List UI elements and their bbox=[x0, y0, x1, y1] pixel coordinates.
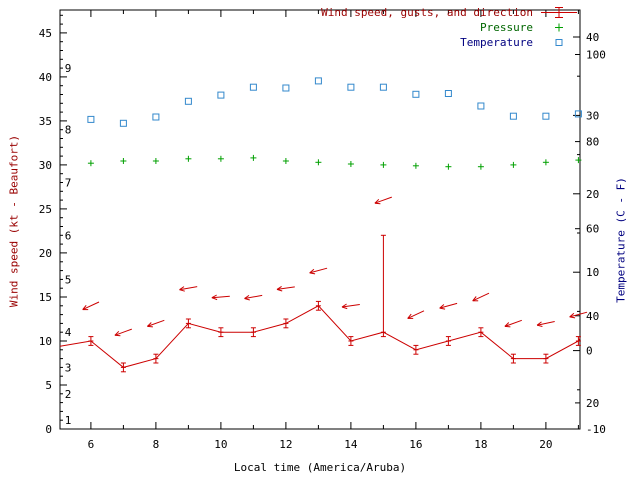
svg-text:2: 2 bbox=[65, 388, 72, 401]
legend-entry-pressure: Pressure bbox=[321, 20, 578, 35]
svg-text:45: 45 bbox=[39, 27, 52, 40]
svg-text:3: 3 bbox=[65, 361, 72, 374]
x-axis-title: Local time (America/Aruba) bbox=[233, 461, 407, 474]
svg-text:16: 16 bbox=[409, 438, 422, 451]
svg-text:35: 35 bbox=[39, 115, 52, 128]
svg-text:-10: -10 bbox=[586, 423, 606, 436]
svg-text:20: 20 bbox=[539, 438, 552, 451]
svg-text:80: 80 bbox=[586, 136, 599, 149]
svg-text:18: 18 bbox=[474, 438, 487, 451]
svg-text:9: 9 bbox=[65, 62, 72, 75]
legend-label-wind: Wind speed, gusts, and direction bbox=[321, 6, 533, 19]
legend: Wind speed, gusts, and direction Pressur… bbox=[321, 5, 578, 50]
svg-text:12: 12 bbox=[279, 438, 292, 451]
svg-text:4: 4 bbox=[65, 326, 72, 339]
svg-text:25: 25 bbox=[39, 203, 52, 216]
svg-text:6: 6 bbox=[65, 229, 72, 242]
svg-text:20: 20 bbox=[586, 188, 599, 201]
pressure-plus-icon bbox=[540, 21, 578, 34]
svg-text:10: 10 bbox=[39, 335, 52, 348]
svg-text:1: 1 bbox=[65, 414, 72, 427]
svg-text:15: 15 bbox=[39, 291, 52, 304]
svg-text:10: 10 bbox=[586, 266, 599, 279]
temperature-square-icon bbox=[540, 36, 578, 49]
svg-text:14: 14 bbox=[344, 438, 358, 451]
legend-label-temperature: Temperature bbox=[460, 36, 533, 49]
legend-entry-temperature: Temperature bbox=[321, 35, 578, 50]
svg-text:0: 0 bbox=[45, 423, 52, 436]
svg-text:8: 8 bbox=[153, 438, 160, 451]
svg-text:40: 40 bbox=[586, 310, 599, 323]
svg-text:30: 30 bbox=[586, 109, 599, 122]
svg-text:40: 40 bbox=[586, 31, 599, 44]
left-axis-title: Wind speed (kt - Beaufort) bbox=[7, 134, 21, 308]
svg-text:5: 5 bbox=[65, 273, 72, 286]
svg-text:8: 8 bbox=[65, 124, 72, 137]
legend-entry-wind: Wind speed, gusts, and direction bbox=[321, 5, 578, 20]
svg-text:7: 7 bbox=[65, 177, 72, 190]
svg-text:5: 5 bbox=[45, 379, 52, 392]
svg-text:60: 60 bbox=[586, 223, 599, 236]
svg-text:20: 20 bbox=[39, 247, 52, 260]
svg-text:40: 40 bbox=[39, 71, 52, 84]
svg-text:100: 100 bbox=[586, 49, 606, 62]
right-axis-title: Temperature (C - F) bbox=[614, 177, 628, 303]
svg-text:0: 0 bbox=[586, 345, 593, 358]
svg-text:20: 20 bbox=[586, 397, 599, 410]
svg-text:30: 30 bbox=[39, 159, 52, 172]
wind-errorbar-icon bbox=[540, 6, 578, 19]
svg-text:6: 6 bbox=[88, 438, 95, 451]
legend-label-pressure: Pressure bbox=[480, 21, 533, 34]
svg-text:10: 10 bbox=[214, 438, 227, 451]
